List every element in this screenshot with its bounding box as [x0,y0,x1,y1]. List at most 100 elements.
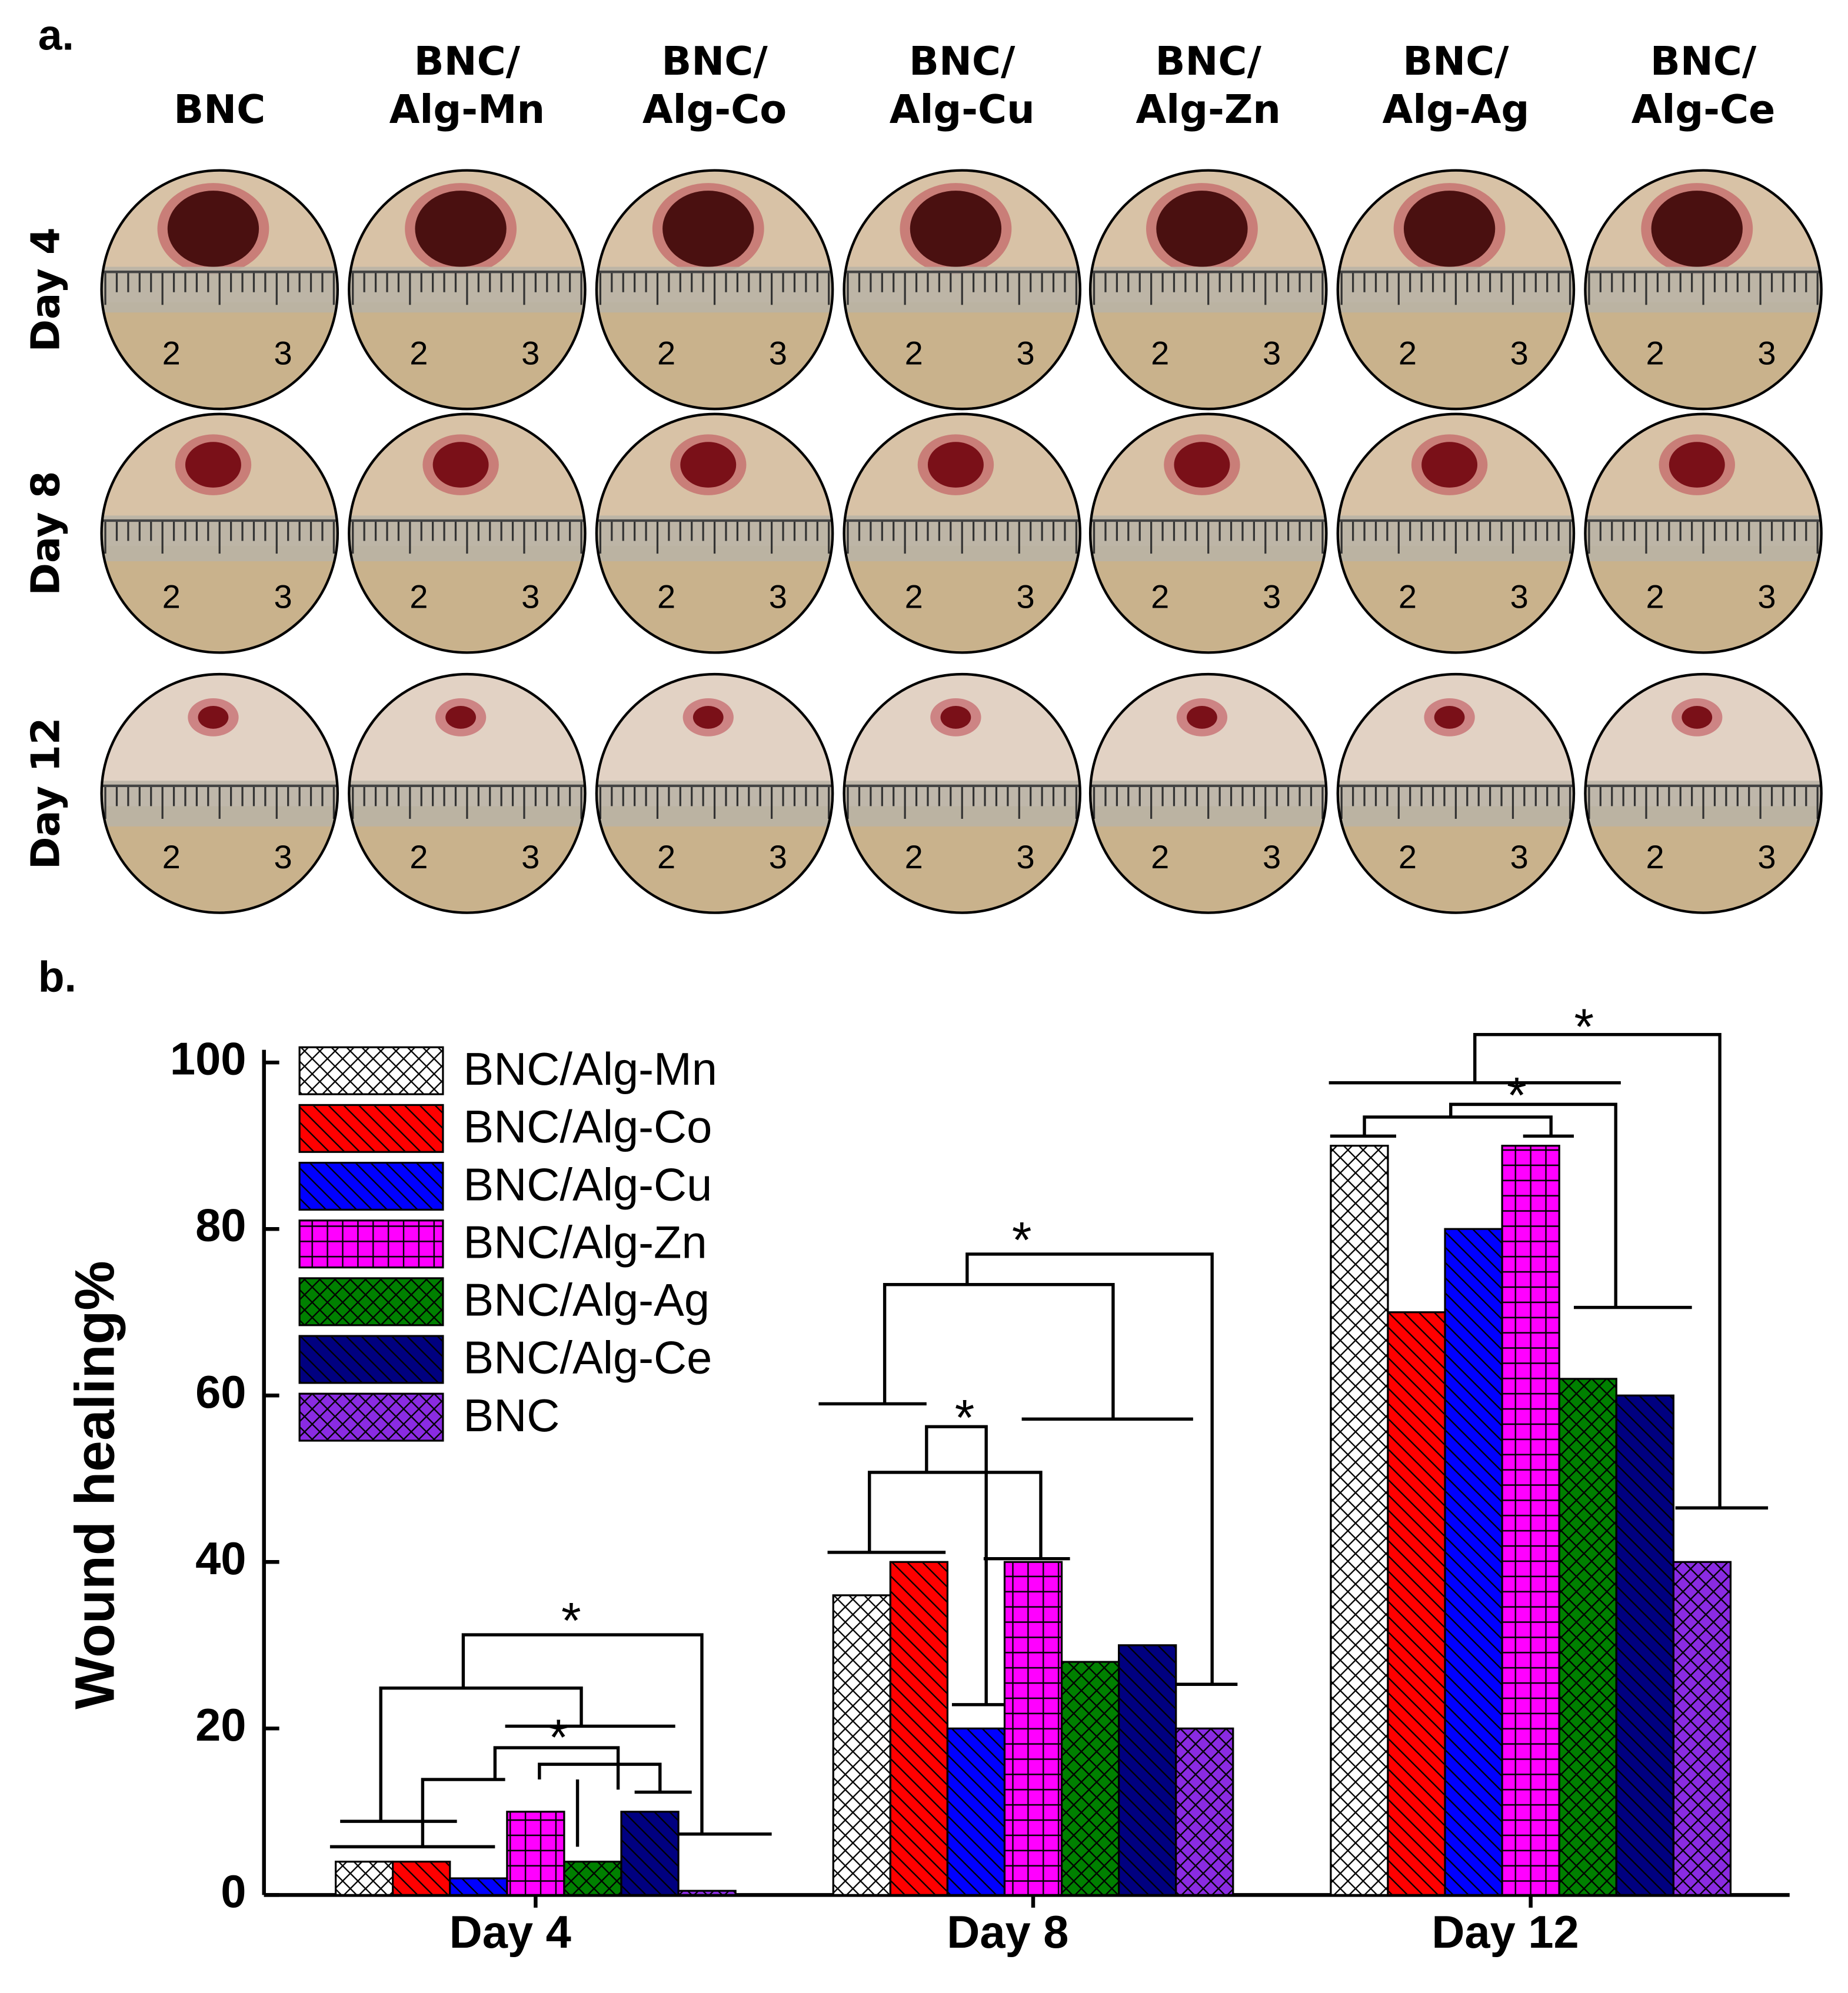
bar [1330,1145,1389,1896]
wound [445,705,476,729]
photo-border [1584,169,1823,411]
bracket [1328,1033,1769,1510]
wound [1403,191,1496,267]
row-label: Day 8 [23,471,69,596]
bar [1444,1228,1503,1896]
ruler-number: 2 [1646,838,1664,875]
ruler-number: 3 [1263,578,1281,615]
skin-lower [101,546,338,653]
wound [692,705,724,729]
bar [832,1594,891,1896]
wound [662,191,754,267]
legend-swatch [298,1335,444,1384]
ruler-number: 2 [409,334,428,371]
ruler-number: 2 [657,334,675,371]
skin-lower [1337,302,1574,409]
wound [1187,705,1217,729]
bar [563,1861,622,1896]
bar [1118,1644,1177,1896]
ruler-number: 3 [274,578,292,615]
ruler-number: 3 [1016,334,1034,371]
legend-label: BNC/Alg-Cu [463,1159,712,1210]
wound [1421,442,1478,488]
significance-star: * [1507,1068,1527,1124]
ruler-number: 2 [1646,578,1664,615]
skin-lower [844,546,1080,653]
column-header: BNC/ [1403,38,1509,84]
legend-label: BNC [463,1391,560,1441]
ruler-number: 2 [1399,334,1417,371]
skin-lower [1090,546,1327,653]
ruler-number: 3 [1757,334,1776,371]
column-header: BNC/ [909,38,1015,84]
row-label: Day 4 [23,227,69,352]
photo-border [1336,412,1576,654]
y-tick-label: 40 [195,1534,246,1584]
ruler-number: 2 [905,838,923,875]
row-label: Day 12 [23,718,69,869]
bar [1003,1561,1063,1896]
ruler-number: 3 [1016,578,1034,615]
legend-label: BNC/Alg-Co [463,1102,712,1152]
ruler-number: 3 [274,334,292,371]
ruler-number: 3 [521,578,540,615]
skin-lower [1585,302,1822,409]
ruler-number: 2 [657,838,675,875]
ruler-number: 3 [769,578,787,615]
skin-lower [349,546,585,653]
photo-border [100,169,339,411]
bar [677,1889,737,1896]
ruler-number: 3 [1510,578,1529,615]
x-tick-label: Day 12 [1431,1907,1579,1958]
photo-border [595,169,834,411]
bar [1387,1311,1446,1896]
x-tick-label: Day 4 [449,1907,571,1958]
wound [1156,191,1248,267]
y-tick-label: 100 [170,1034,247,1085]
ruler-number: 3 [1510,838,1529,875]
panel-label: b. [38,952,76,1001]
column-header: Alg-Ag [1382,86,1529,132]
legend-swatch [298,1104,444,1153]
photo-border [1088,169,1328,411]
ruler-number: 2 [409,838,428,875]
ruler-number: 3 [769,334,787,371]
photo-border [1336,672,1576,914]
skin-lower [1337,546,1574,653]
photo-border [100,672,339,914]
photo-border [1584,412,1823,654]
wound [432,442,489,488]
bar [449,1877,508,1896]
photo-border [348,169,587,411]
ruler-number: 2 [1399,578,1417,615]
wound [910,191,1002,267]
photo-border [100,412,339,654]
bar [620,1811,680,1896]
bracket [329,1633,772,1849]
legend-label: BNC/Alg-Ag [463,1275,710,1326]
skin-lower [596,546,833,653]
column-header: BNC/ [1156,38,1262,84]
legend-swatch [298,1277,444,1327]
ruler-number: 2 [162,578,181,615]
wound [1174,442,1230,488]
panel-label: a. [38,11,74,59]
column-header: Alg-Ce [1631,86,1776,132]
photo-border [1088,412,1328,654]
y-tick-label: 80 [195,1201,246,1251]
ruler-number: 2 [409,578,428,615]
wound [1651,191,1743,267]
wound [680,442,737,488]
wound [940,705,971,729]
bar [1175,1727,1234,1896]
y-axis-label: Wound healing% [64,1261,126,1709]
legend-swatch [298,1392,444,1442]
skin-lower [1585,546,1822,653]
legend-swatch [298,1219,444,1269]
